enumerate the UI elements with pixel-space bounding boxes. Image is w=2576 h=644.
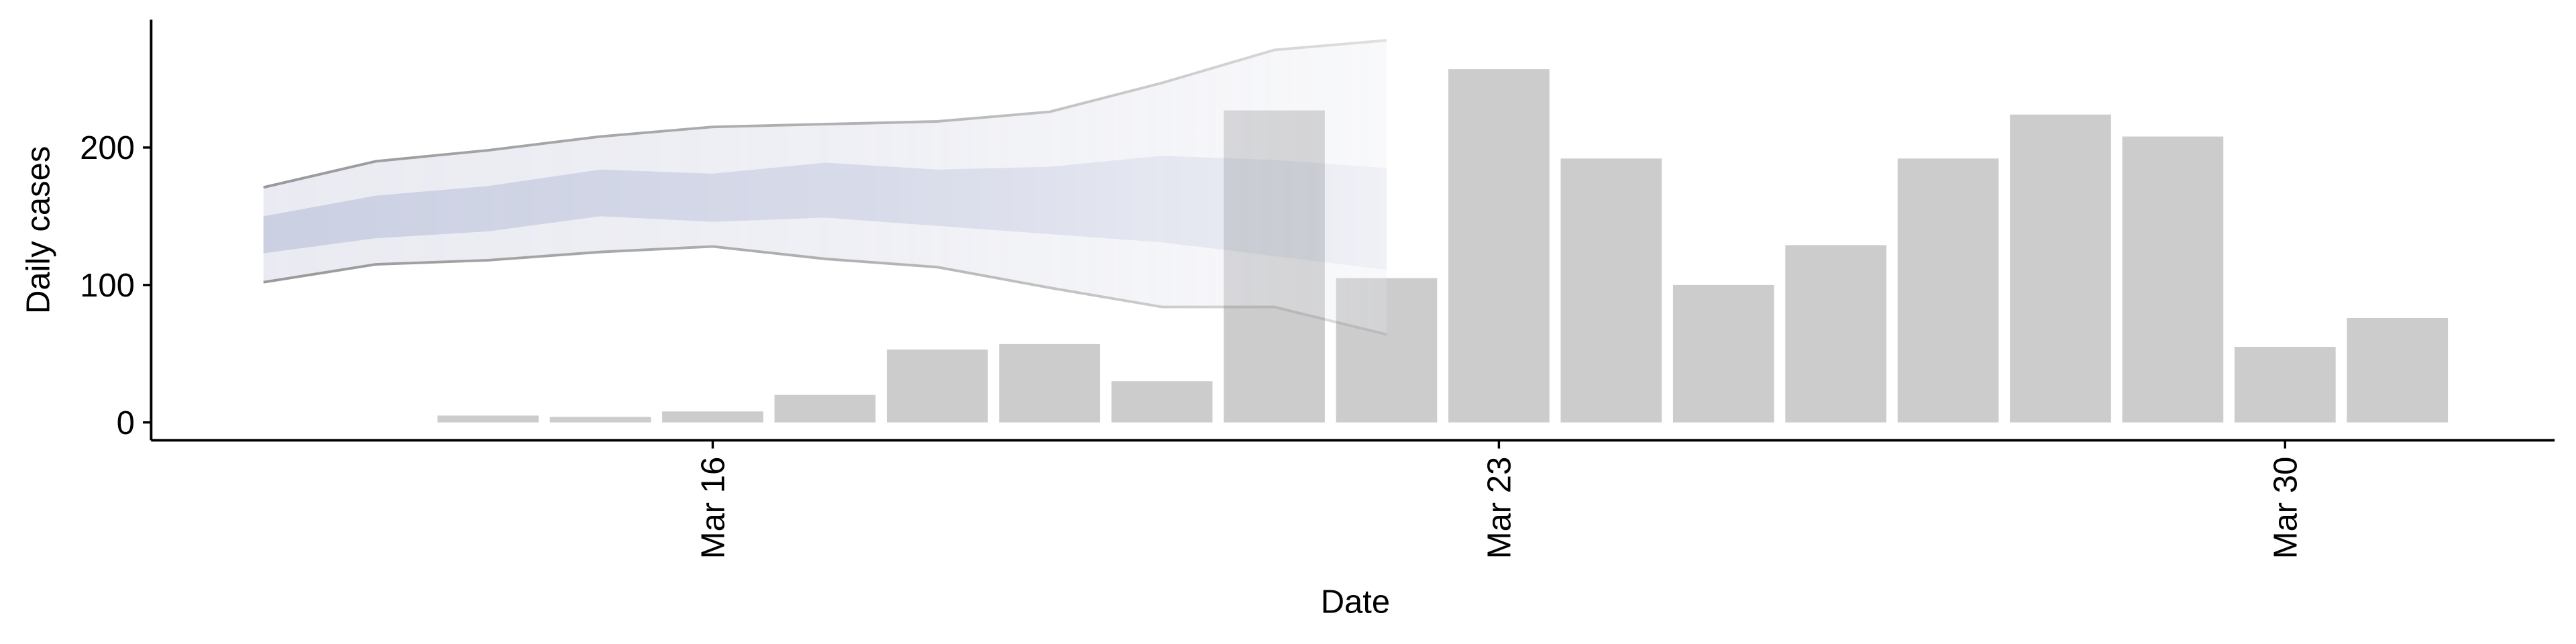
inner-band bbox=[263, 156, 1387, 270]
x-axis-title: Date bbox=[1321, 584, 1390, 620]
bar bbox=[2122, 136, 2224, 423]
bar bbox=[886, 350, 988, 423]
x-tick-label: Mar 16 bbox=[696, 457, 732, 559]
bar bbox=[662, 411, 763, 423]
y-tick-label: 100 bbox=[80, 268, 135, 304]
bar bbox=[1448, 69, 1550, 423]
bar bbox=[2347, 317, 2449, 423]
bar bbox=[1785, 245, 1886, 423]
x-tick-label: Mar 23 bbox=[1482, 457, 1518, 559]
bar bbox=[1560, 158, 1662, 423]
bar bbox=[1897, 158, 1999, 423]
ribbon bbox=[263, 39, 1387, 336]
bar bbox=[2010, 114, 2111, 423]
bar bbox=[999, 343, 1101, 423]
bar bbox=[774, 394, 876, 423]
y-axis-title: Daily cases bbox=[20, 146, 56, 314]
band-edge bbox=[263, 39, 1387, 189]
bars bbox=[437, 69, 2449, 423]
bar bbox=[2235, 347, 2336, 423]
bar bbox=[1111, 381, 1213, 423]
bar bbox=[437, 415, 539, 423]
y-tick-label: 0 bbox=[117, 405, 135, 441]
band-edge bbox=[263, 245, 1387, 336]
axes: 0 100 200 Mar 16 Mar 23 Mar 30 bbox=[80, 19, 2555, 559]
x-tick-label: Mar 30 bbox=[2267, 457, 2304, 559]
y-tick-label: 200 bbox=[80, 130, 135, 166]
bar bbox=[549, 417, 651, 423]
bar bbox=[1672, 284, 1774, 423]
